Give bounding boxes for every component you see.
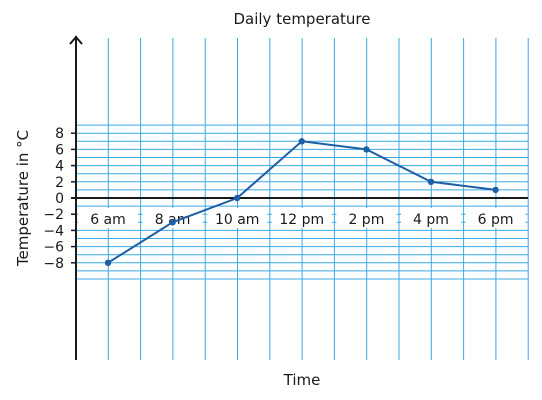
data-point xyxy=(298,138,305,145)
x-tick-label: 2 pm xyxy=(348,212,384,228)
x-tick-label-bg xyxy=(336,208,397,228)
series xyxy=(104,138,499,266)
y-tick-label: −6 xyxy=(43,240,64,256)
x-tick-labels: 6 am 8 am 10 am 12 pm 2 pm 4 pm 6 pm xyxy=(78,208,526,228)
x-tick-label: 12 pm xyxy=(279,212,324,228)
data-point xyxy=(104,259,112,266)
x-tick-label: 4 pm xyxy=(413,212,449,228)
x-tick-label: 10 am xyxy=(215,212,259,228)
x-tick-label: 6 pm xyxy=(478,212,514,228)
x-tick-label-bg xyxy=(401,208,461,228)
data-point xyxy=(169,219,176,226)
x-tick-label-bg xyxy=(78,208,138,228)
chart-title: Daily temperature xyxy=(233,10,370,28)
y-tick-label: −2 xyxy=(43,207,64,223)
y-tick-label: −8 xyxy=(43,256,64,272)
y-tick-label: 2 xyxy=(55,175,64,191)
x-tick-label-bg xyxy=(465,208,526,228)
y-axis-arrow xyxy=(69,35,83,45)
y-tick-label: −4 xyxy=(43,223,64,239)
axes xyxy=(69,35,528,360)
data-point xyxy=(363,146,370,153)
y-axis-label: Temperature in °C xyxy=(14,130,32,267)
y-tick-label: 4 xyxy=(55,159,64,175)
x-tick-label-bg xyxy=(271,208,332,228)
x-axis-label: Time xyxy=(283,371,321,389)
data-point xyxy=(427,178,435,185)
y-tick-label: 6 xyxy=(55,142,64,158)
data-point xyxy=(492,186,499,194)
x-tick-label-bg xyxy=(142,208,203,228)
data-point xyxy=(234,194,241,202)
y-tick-label: 0 xyxy=(55,191,64,207)
x-tick-label: 6 am xyxy=(90,212,126,228)
x-tick-label-bg xyxy=(207,208,268,228)
y-tick-label: 8 xyxy=(55,126,64,142)
